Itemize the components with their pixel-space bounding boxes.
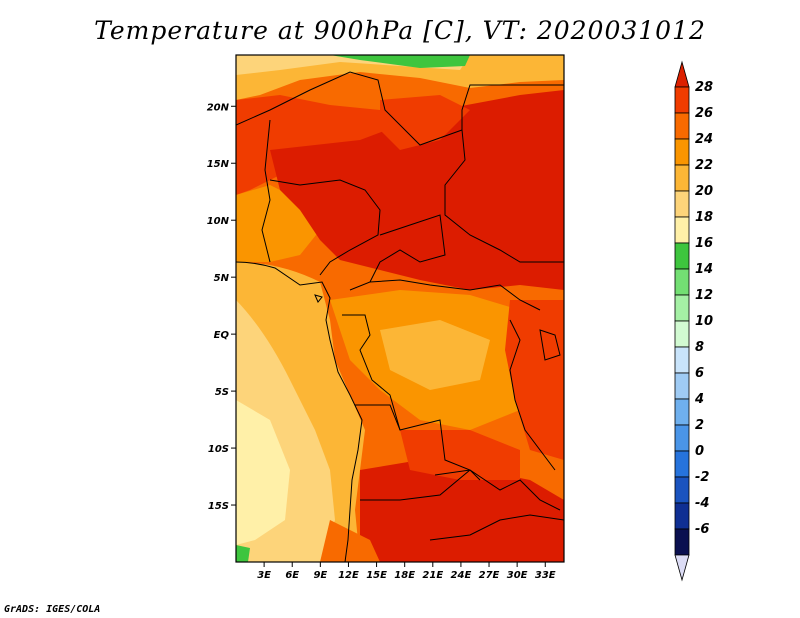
colorbar-label: 8 (695, 340, 704, 355)
colorbar-segment (674, 424, 690, 452)
lon-tick-label: 30E (507, 570, 528, 581)
lon-tick-label: 33E (535, 570, 556, 581)
colorbar-segment (674, 372, 690, 400)
colorbar-segment (674, 216, 690, 244)
colorbar-label: 16 (695, 236, 713, 251)
colorbar-label: -2 (695, 470, 709, 485)
colorbar-label: -4 (695, 496, 709, 511)
lon-tick-label: 21E (422, 570, 443, 581)
lon-tick-label: 27E (479, 570, 500, 581)
lat-tick-label: 10N (207, 216, 230, 227)
colorbar-segment (674, 86, 690, 114)
colorbar-segment (674, 528, 690, 556)
colorbar-label: 4 (694, 392, 704, 407)
latitude-axis: 20N 15N 10N 5N EQ 5S 10S 15S (207, 102, 236, 512)
lat-tick-label: 15N (207, 159, 230, 170)
colorbar-label: 24 (695, 132, 713, 147)
lon-tick-label: 18E (394, 570, 415, 581)
colorbar-segment (674, 398, 690, 426)
longitude-axis: 3E 6E 9E 12E 15E 18E 21E 24E 27E 30E 33E (257, 562, 556, 581)
map-frame (235, 54, 565, 563)
colorbar-segment (674, 112, 690, 140)
grads-credit: GrADS: IGES/COLA (4, 604, 101, 615)
colorbar-label: 28 (695, 80, 713, 95)
lon-tick-label: 3E (257, 570, 271, 581)
colorbar-segment (674, 320, 690, 348)
colorbar-segment (674, 476, 690, 504)
lat-tick-label: EQ (214, 330, 230, 341)
lat-tick-label: 10S (208, 444, 229, 455)
colorbar-segment (674, 242, 690, 270)
colorbar-label: 0 (695, 444, 704, 459)
colorbar-max-arrow (674, 60, 690, 88)
colorbar-label: 6 (695, 366, 704, 381)
colorbar-label: -6 (695, 522, 709, 537)
colorbar-label: 10 (695, 314, 713, 329)
lat-tick-label: 5N (214, 273, 230, 284)
lon-tick-label: 15E (366, 570, 387, 581)
colorbar-label: 12 (695, 288, 713, 303)
colorbar-segment (674, 450, 690, 478)
coastline-borders (236, 71, 564, 562)
lon-tick-label: 12E (338, 570, 359, 581)
lon-tick-label: 6E (285, 570, 299, 581)
colorbar-segment (674, 502, 690, 530)
colorbar-label: 26 (695, 106, 713, 121)
colorbar-min-arrow (674, 554, 690, 582)
lon-tick-label: 9E (313, 570, 327, 581)
lat-tick-label: 15S (208, 501, 229, 512)
lat-tick-label: 20N (207, 102, 230, 113)
colorbar-label: 22 (695, 158, 713, 173)
colorbar-segment (674, 346, 690, 374)
colorbar-segment (674, 138, 690, 166)
temperature-field (236, 55, 564, 562)
colorbar-segment (674, 190, 690, 218)
colorbar-label: 20 (695, 184, 713, 199)
lat-tick-label: 5S (215, 387, 229, 398)
colorbar-label: 2 (695, 418, 704, 433)
colorbar-segment (674, 294, 690, 322)
colorbar-segment (674, 268, 690, 296)
colorbar-label: 18 (695, 210, 713, 225)
colorbar-label: 14 (695, 262, 713, 277)
lon-tick-label: 24E (451, 570, 472, 581)
colorbar-segment (674, 164, 690, 192)
chart-title: Temperature at 900hPa [C], VT: 202003101… (94, 16, 706, 45)
